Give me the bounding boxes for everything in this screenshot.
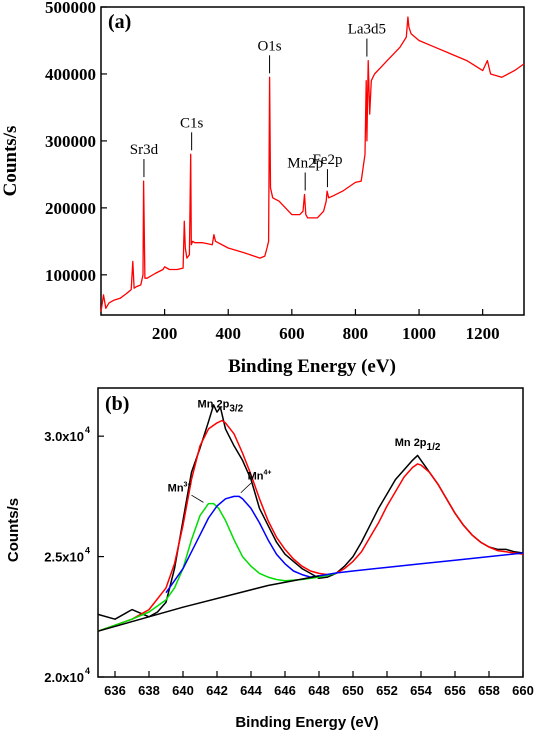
b-mn4-leader <box>240 482 252 494</box>
a-xtick-label: 200 <box>152 324 178 343</box>
a-ytick-label: 500000 <box>45 0 96 17</box>
a-ytick-label: 100000 <box>45 266 96 285</box>
b-mn4-fit-line <box>165 495 524 594</box>
a-annotation-label: Sr3d <box>130 142 159 158</box>
b-ytick-label: 2.0x10 <box>44 670 84 685</box>
a-ytick-label: 200000 <box>45 199 96 218</box>
b-raw-spectrum-line <box>97 404 524 620</box>
panel-a-frame <box>100 6 525 316</box>
panel-b-ylabel: Counts/s <box>5 498 22 562</box>
b-background-line <box>97 575 320 632</box>
b-xtick-label: 648 <box>308 683 330 698</box>
panel-b-label: (b) <box>105 393 129 415</box>
b-xtick-label: 644 <box>240 683 262 698</box>
a-xtick-label: 800 <box>343 324 369 343</box>
a-annotation-label: Mn2p <box>287 155 323 171</box>
panel-b: (b) Binding Energy (eV) Counts/s 636 638 6… <box>5 387 534 731</box>
a-spectrum-line <box>100 16 525 312</box>
a-annotation-label: La3d5 <box>348 22 386 38</box>
a-annotation-label: Fe2p <box>312 152 342 168</box>
panel-a: (a) Binding Energy (eV) Counts/s 200 400 6… <box>0 0 525 377</box>
b-xtick-label: 652 <box>376 683 398 698</box>
b-xtick-label: 636 <box>104 683 126 698</box>
panel-a-xlabel: Binding Energy (eV) <box>228 356 396 377</box>
b-ytick-exponent: 4 <box>85 425 90 435</box>
b-xtick-label: 650 <box>342 683 364 698</box>
a-xtick-label: 400 <box>215 324 241 343</box>
b-ytick-label: 3.0x10 <box>44 429 84 444</box>
panel-b-frame <box>97 387 524 678</box>
b-xtick-label: 654 <box>410 683 432 698</box>
a-annotation-label: C1s <box>180 115 204 131</box>
b-xtick-label: 638 <box>138 683 160 698</box>
b-annotation-label: Mn3+ <box>168 482 192 495</box>
b-annotation-label: Mn4+ <box>248 470 272 483</box>
b-ytick-exponent: 4 <box>85 666 90 676</box>
a-xtick-label: 1000 <box>402 324 436 343</box>
panel-b-xlabel: Binding Energy (eV) <box>235 714 378 731</box>
a-ytick-label: 300000 <box>45 132 96 151</box>
b-mn3-leader <box>191 494 204 503</box>
b-xtick-label: 658 <box>478 683 500 698</box>
b-annotation-label: Mn 2p3/2 <box>198 398 244 414</box>
b-xtick-label: 660 <box>512 683 534 698</box>
panel-a-ylabel: Counts/s <box>0 126 21 197</box>
b-ytick-exponent: 4 <box>85 546 90 556</box>
a-annotation-label: O1s <box>257 38 281 54</box>
a-xtick-label: 600 <box>279 324 305 343</box>
a-xtick-label: 1200 <box>466 324 500 343</box>
b-mn3-fit-line <box>97 502 337 632</box>
b-ytick-label: 2.5x10 <box>44 550 84 565</box>
b-xtick-label: 656 <box>444 683 466 698</box>
b-envelope-fit-line <box>97 419 524 632</box>
a-ytick-label: 400000 <box>45 65 96 84</box>
b-xtick-label: 642 <box>206 683 228 698</box>
b-annotation-label: Mn 2p1/2 <box>395 437 441 453</box>
b-xtick-label: 646 <box>274 683 296 698</box>
panel-a-label: (a) <box>108 11 131 33</box>
b-xtick-label: 640 <box>172 683 194 698</box>
